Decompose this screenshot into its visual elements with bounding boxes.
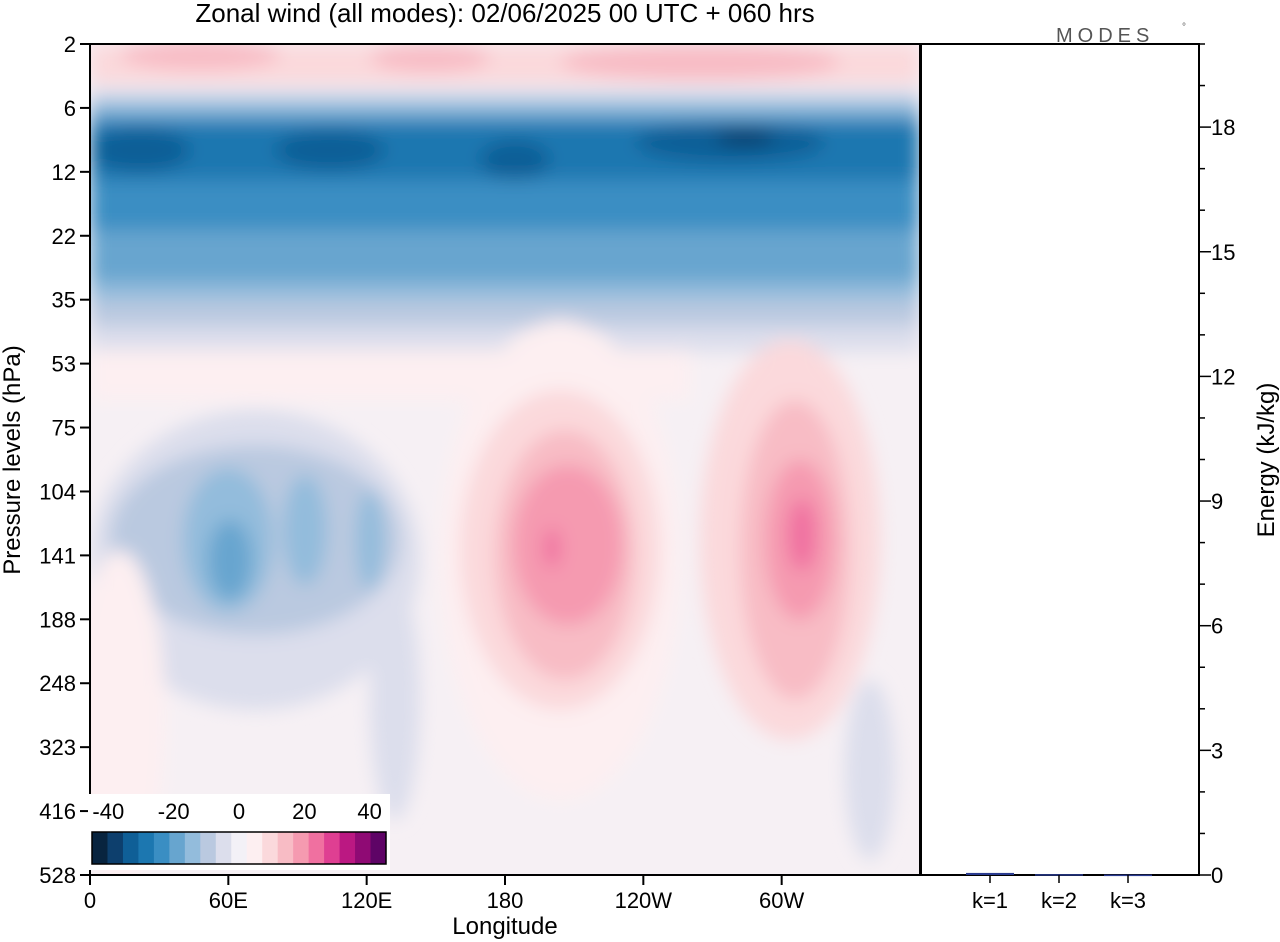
modes-logo: MODES bbox=[1056, 25, 1154, 47]
colorbar-swatch bbox=[231, 832, 248, 864]
colorbar-swatch bbox=[339, 832, 356, 864]
y-tick-label: 141 bbox=[39, 543, 76, 568]
y-tick-label: 416 bbox=[39, 799, 76, 824]
energy-category-label: k=1 bbox=[972, 888, 1008, 913]
core-easterly-2 bbox=[275, 130, 385, 170]
blob-upper-westerly-3 bbox=[560, 44, 840, 80]
y-tick-label: 188 bbox=[39, 607, 76, 632]
band-transition-1 bbox=[90, 88, 920, 102]
colorbar-swatch bbox=[184, 832, 201, 864]
band-lower-2 bbox=[90, 300, 920, 330]
colorbar-swatch bbox=[293, 832, 310, 864]
easterly-core-3 bbox=[356, 490, 384, 590]
chart-title: Zonal wind (all modes): 02/06/2025 00 UT… bbox=[195, 0, 814, 28]
logo-mark: ° bbox=[1182, 22, 1186, 33]
colorbar-tick-label: 20 bbox=[292, 799, 316, 824]
x-tick-label: 120W bbox=[615, 888, 673, 913]
y-tick-label: 528 bbox=[39, 863, 76, 888]
colorbar-swatch bbox=[107, 832, 124, 864]
energy-axis-label: Energy (kJ/kg) bbox=[1253, 383, 1280, 538]
core-easterly-1 bbox=[90, 128, 190, 172]
colorbar-tick-label: 0 bbox=[233, 799, 245, 824]
core-easterly-max bbox=[715, 130, 775, 146]
y-tick-label: 53 bbox=[52, 352, 76, 377]
energy-tick-label: 3 bbox=[1211, 738, 1223, 763]
colorbar-swatch bbox=[308, 832, 325, 864]
field-blobs bbox=[90, 44, 920, 875]
colorbar-swatch bbox=[200, 832, 217, 864]
westerly-2-core bbox=[788, 499, 816, 571]
core-easterly-3 bbox=[480, 140, 550, 180]
colorbar-tick-label: -40 bbox=[92, 799, 124, 824]
wind-field bbox=[90, 44, 920, 875]
y-tick-label: 248 bbox=[39, 671, 76, 696]
easterly-tail bbox=[370, 580, 420, 820]
x-tick-label: 0 bbox=[84, 888, 96, 913]
colorbar-swatch bbox=[153, 832, 170, 864]
colorbar-swatch bbox=[277, 832, 294, 864]
energy-bars: k=1 k=2 k=3 bbox=[966, 872, 1152, 913]
y-tick-label: 6 bbox=[64, 96, 76, 121]
y-tick-label: 104 bbox=[39, 479, 76, 504]
energy-tick-label: 18 bbox=[1211, 115, 1235, 140]
westerly-1-core bbox=[513, 465, 623, 625]
blob-upper-westerly-1 bbox=[120, 44, 280, 70]
band-lower-1 bbox=[90, 282, 920, 304]
warm-lower-left bbox=[90, 550, 165, 875]
colorbar-swatch bbox=[215, 832, 232, 864]
energy-bar bbox=[966, 872, 1014, 875]
energy-tick-label: 6 bbox=[1211, 614, 1223, 639]
colorbar-tick-label: -20 bbox=[158, 799, 190, 824]
y-tick-label: 75 bbox=[52, 416, 76, 441]
colorbar-swatch bbox=[92, 832, 108, 864]
colorbar-swatch bbox=[122, 832, 139, 864]
colorbar-tick-label: 40 bbox=[357, 799, 381, 824]
y-axis-label: Pressure levels (hPa) bbox=[0, 345, 26, 574]
y-tick-label: 22 bbox=[52, 224, 76, 249]
energy-category-label: k=2 bbox=[1041, 888, 1077, 913]
y-tick-label: 323 bbox=[39, 735, 76, 760]
x-tick-label: 60E bbox=[209, 888, 248, 913]
y-axis: 2 6 12 22 35 53 75 104 141 188 248 323 416 528 bbox=[39, 32, 90, 888]
x-tick-label: 60W bbox=[759, 888, 804, 913]
y-tick-label: 2 bbox=[64, 32, 76, 57]
colorbar-swatch bbox=[370, 832, 387, 864]
energy-category-label: k=3 bbox=[1110, 888, 1146, 913]
blob-upper-westerly-2 bbox=[370, 44, 490, 72]
colorbar-swatch bbox=[138, 832, 155, 864]
energy-panel bbox=[920, 43, 1200, 876]
x-tick-label: 120E bbox=[341, 888, 392, 913]
y-tick-label: 35 bbox=[52, 288, 76, 313]
easterly-edge bbox=[845, 680, 895, 860]
x-tick-label: 180 bbox=[487, 888, 524, 913]
x-axis: 0 60E 120E 180 120W 60W bbox=[84, 875, 805, 913]
colorbar-swatch bbox=[262, 832, 279, 864]
colorbar-swatch bbox=[324, 832, 341, 864]
energy-tick-label: 12 bbox=[1211, 364, 1235, 389]
colorbar: -40 -20 0 20 40 bbox=[88, 794, 390, 870]
colorbar-frame bbox=[91, 831, 387, 865]
westerly-1-max bbox=[544, 528, 560, 568]
energy-bar bbox=[1035, 874, 1083, 876]
colorbar-swatch bbox=[246, 832, 263, 864]
x-axis-label: Longitude bbox=[452, 913, 557, 940]
easterly-core-2 bbox=[283, 475, 327, 585]
energy-tick-label: 15 bbox=[1211, 240, 1235, 265]
colorbar-swatch bbox=[169, 832, 186, 864]
y-tick-label: 12 bbox=[52, 160, 76, 185]
colorbar-swatch bbox=[355, 832, 372, 864]
easterly-core-max bbox=[208, 520, 252, 600]
energy-tick-label: 9 bbox=[1211, 489, 1223, 514]
energy-tick-label: 0 bbox=[1211, 863, 1223, 888]
energy-axis: 0 3 6 9 12 15 18 bbox=[1199, 43, 1235, 888]
